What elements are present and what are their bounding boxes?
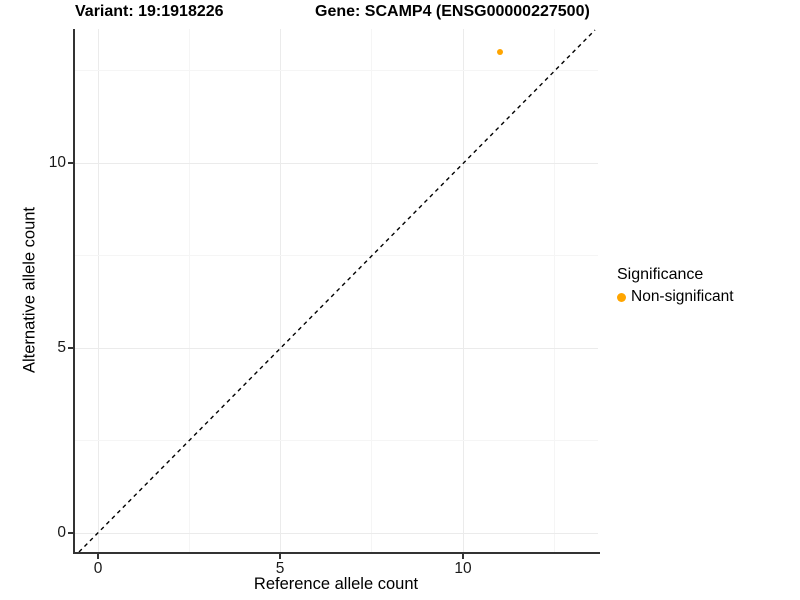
legend-item-non-significant: Non-significant <box>617 288 734 306</box>
y-tick-5 <box>68 347 73 349</box>
x-axis-line <box>73 552 600 554</box>
gridline-y2-5 <box>75 440 598 441</box>
gridline-y10 <box>75 163 598 164</box>
gridline-x2-5 <box>189 29 190 552</box>
x-tick-10 <box>462 554 464 559</box>
gridline-x7-5 <box>371 29 372 552</box>
y-tick-0 <box>68 532 73 534</box>
x-tick-label-5: 5 <box>275 560 285 577</box>
plot-title-row: Variant: 19:1918226 Gene: SCAMP4 (ENSG00… <box>0 3 800 25</box>
x-tick-label-0: 0 <box>93 560 103 577</box>
y-axis-title: Alternative allele count <box>20 206 39 374</box>
y-tick-label-0: 0 <box>57 524 66 541</box>
x-axis-title: Reference allele count <box>253 575 419 593</box>
plot-panel <box>75 29 598 552</box>
gridline-x0 <box>98 29 99 552</box>
legend-item-label: Non-significant <box>631 288 734 305</box>
gridline-y0 <box>75 533 598 534</box>
gridline-y7-5 <box>75 255 598 256</box>
plot-title-variant: Variant: 19:1918226 <box>75 3 224 20</box>
x-tick-5 <box>279 554 281 559</box>
identity-line <box>78 29 596 552</box>
data-point-non-significant <box>497 49 503 55</box>
legend-title: Significance <box>617 266 704 283</box>
y-tick-label-10: 10 <box>48 154 66 171</box>
x-tick-label-10: 10 <box>454 560 472 577</box>
gridline-x12-5 <box>554 29 555 552</box>
y-axis-line <box>73 29 75 554</box>
gridline-x5 <box>280 29 281 552</box>
gridline-y5 <box>75 348 598 349</box>
gridline-y12-5 <box>75 70 598 71</box>
x-tick-0 <box>97 554 99 559</box>
y-tick-label-5: 5 <box>57 339 66 356</box>
plot-title-gene: Gene: SCAMP4 (ENSG00000227500) <box>315 3 590 20</box>
legend-swatch-icon <box>617 292 626 302</box>
gridline-x10 <box>463 29 464 552</box>
y-tick-10 <box>68 162 73 164</box>
legend: Significance Non-significant <box>617 266 734 306</box>
